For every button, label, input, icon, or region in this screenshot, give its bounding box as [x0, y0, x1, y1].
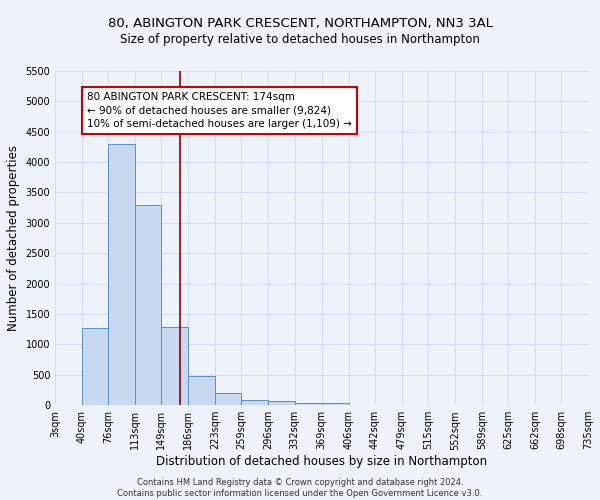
Bar: [82, 328, 108, 405]
Bar: [268, 402, 295, 405]
Bar: [241, 400, 268, 405]
Y-axis label: Number of detached properties: Number of detached properties: [7, 145, 20, 331]
Text: 80, ABINGTON PARK CRESCENT, NORTHAMPTON, NN3 3AL: 80, ABINGTON PARK CRESCENT, NORTHAMPTON,…: [107, 18, 493, 30]
Text: Contains HM Land Registry data © Crown copyright and database right 2024.
Contai: Contains HM Land Registry data © Crown c…: [118, 478, 482, 498]
Text: 80 ABINGTON PARK CRESCENT: 174sqm
← 90% of detached houses are smaller (9,824)
1: 80 ABINGTON PARK CRESCENT: 174sqm ← 90% …: [87, 92, 352, 128]
Bar: [188, 376, 215, 405]
Bar: [322, 404, 349, 405]
Text: Size of property relative to detached houses in Northampton: Size of property relative to detached ho…: [120, 32, 480, 46]
Bar: [295, 404, 322, 405]
Bar: [161, 328, 188, 405]
Bar: [215, 393, 241, 405]
Bar: [108, 144, 135, 405]
Bar: [135, 204, 161, 405]
X-axis label: Distribution of detached houses by size in Northampton: Distribution of detached houses by size …: [156, 455, 487, 468]
